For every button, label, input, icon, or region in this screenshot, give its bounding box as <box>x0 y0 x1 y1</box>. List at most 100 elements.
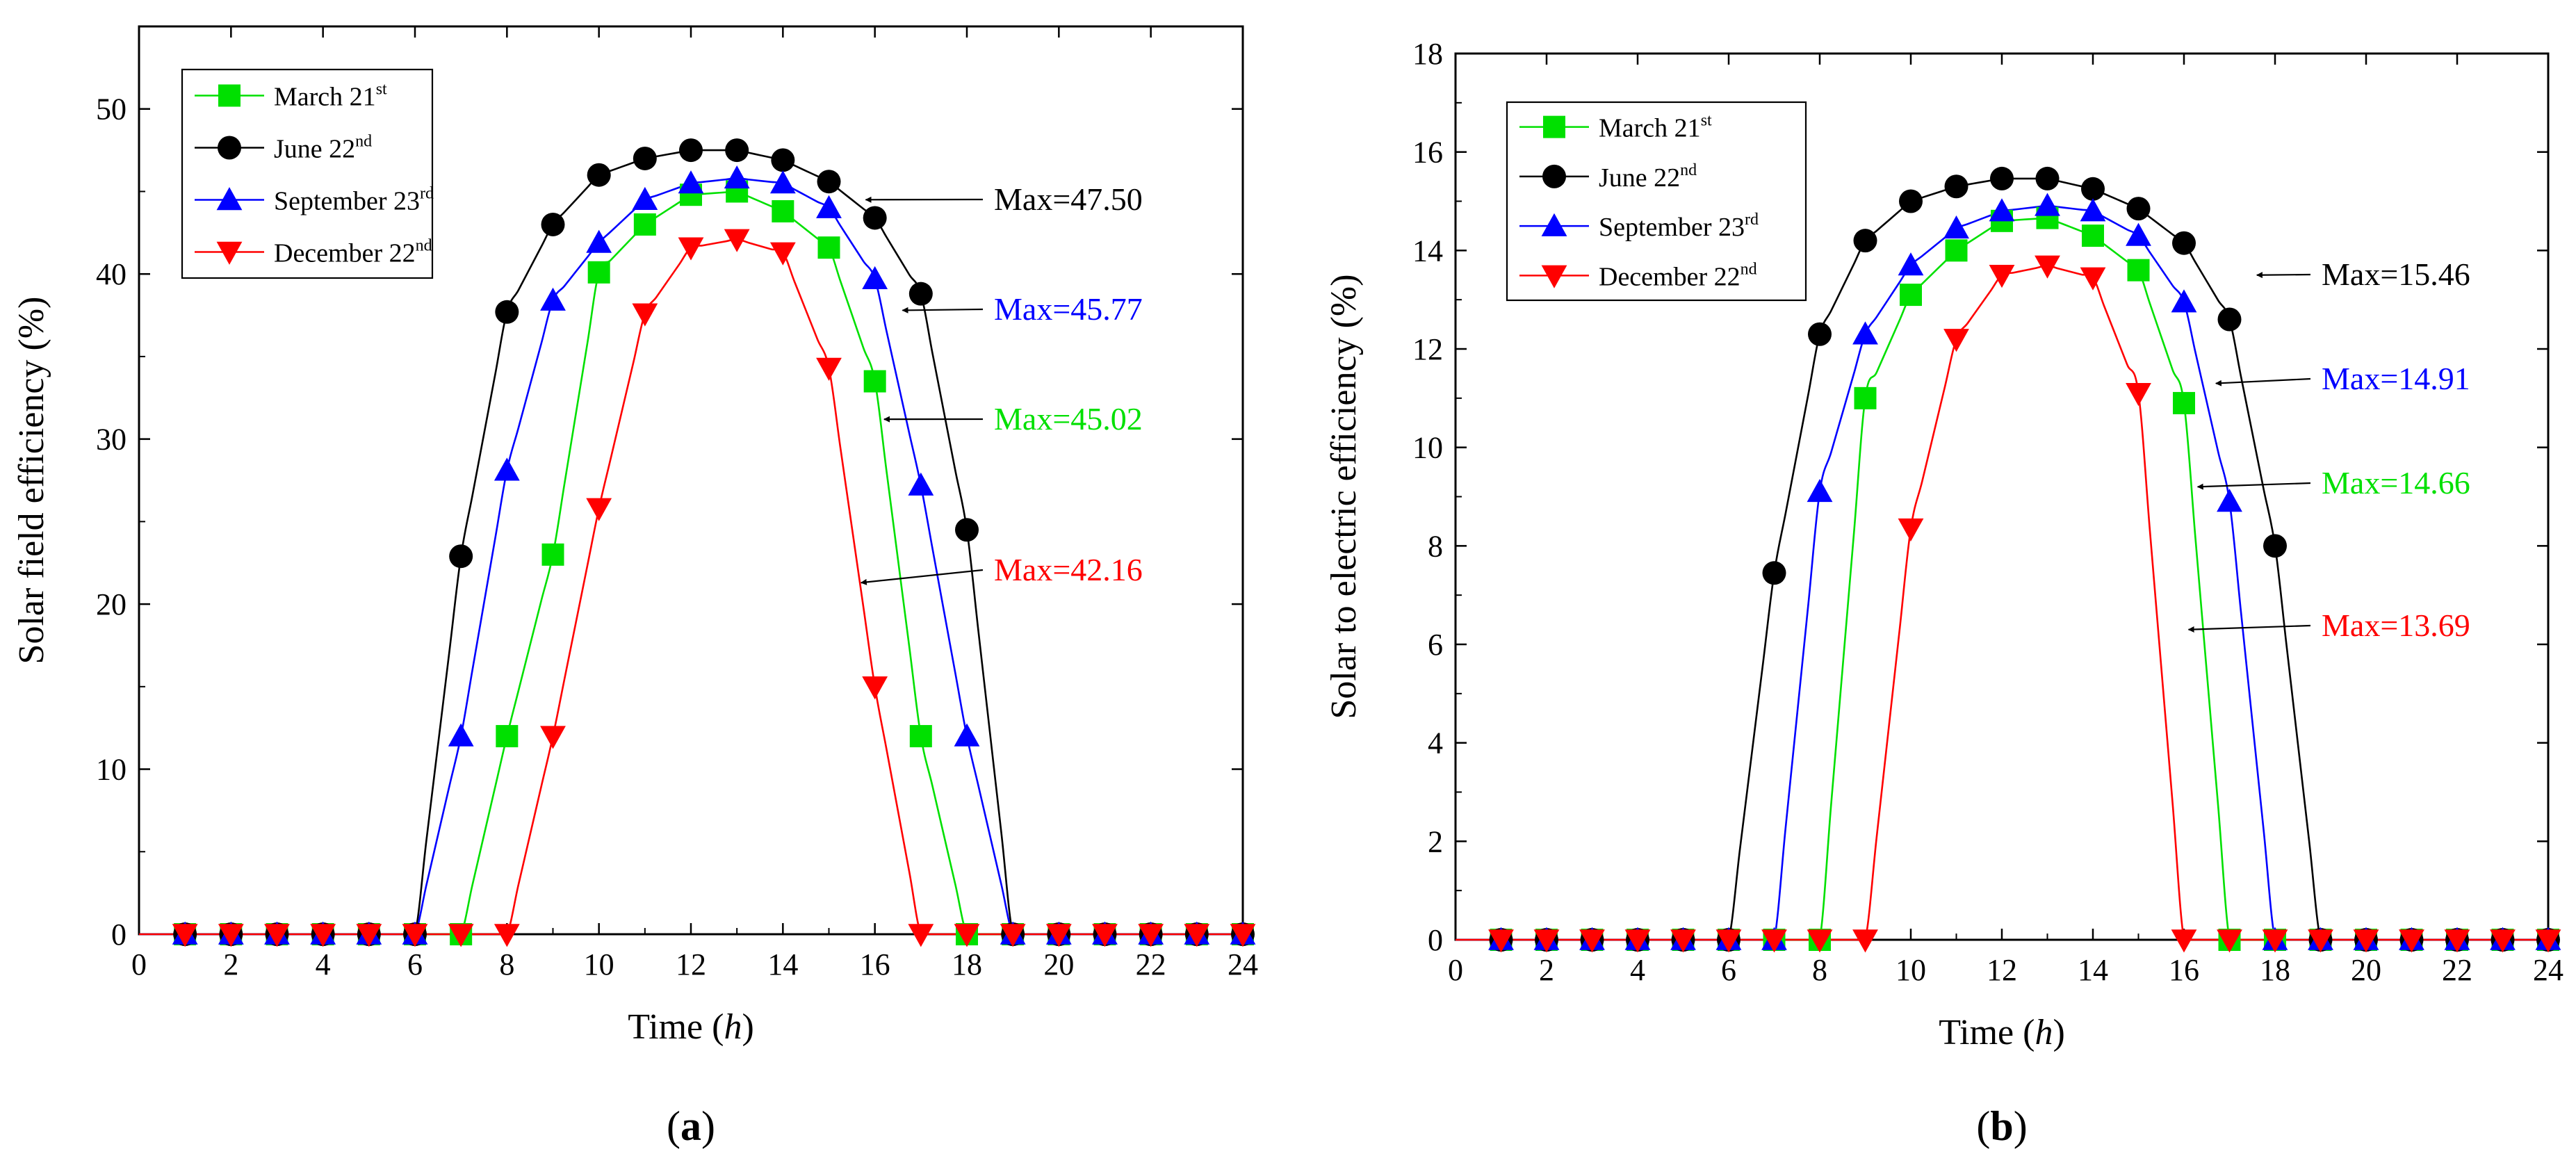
annotation-0: Max=15.46 <box>2322 256 2470 292</box>
annotation-1: Max=14.91 <box>2322 361 2470 396</box>
x-tick-label: 20 <box>1043 947 1074 981</box>
series-3-point <box>2444 929 2470 953</box>
y-tick-label: 8 <box>1428 529 1443 563</box>
y-tick-label: 30 <box>96 423 127 457</box>
y-tick-label: 20 <box>96 587 127 621</box>
series-1-point <box>1990 166 2014 190</box>
series-2-point <box>1852 321 1878 345</box>
series-3-point <box>2308 929 2333 953</box>
annotation-arrow-1 <box>902 307 984 313</box>
series-2-point <box>816 195 842 218</box>
y-tick-label: 10 <box>96 753 127 787</box>
series-line-0 <box>1455 216 2548 941</box>
series-3-point <box>1138 924 1164 947</box>
series-1-point <box>495 300 519 324</box>
legend-label-0: March 21st <box>1599 112 1712 143</box>
series-2-point <box>632 186 658 211</box>
series-1-point <box>2263 534 2287 558</box>
series-0-point <box>909 725 932 748</box>
x-tick-label: 0 <box>131 947 147 981</box>
series-3-point <box>724 229 750 252</box>
series-1-point <box>2035 166 2060 190</box>
series-1-point <box>863 206 887 230</box>
series-2-point <box>2217 489 2242 512</box>
x-tick-label: 18 <box>952 947 982 981</box>
x-tick-label: 22 <box>1136 947 1166 981</box>
annotation-3: Max=13.69 <box>2322 608 2470 643</box>
series-1-point <box>449 544 473 569</box>
series-3-point <box>2217 929 2242 953</box>
series-1-point <box>725 138 749 163</box>
legend-label-sup-0: st <box>376 81 387 99</box>
series-3-point <box>908 924 934 947</box>
series-3-point <box>1000 924 1026 947</box>
y-tick-label: 2 <box>1428 824 1443 858</box>
series-3-point <box>1715 929 1742 953</box>
x-tick-label: 24 <box>2533 953 2563 987</box>
legend-label-3: December 22nd <box>274 237 432 268</box>
x-tick-label: 2 <box>1539 953 1554 987</box>
legend-marker-2 <box>216 187 243 211</box>
legend-marker-1 <box>1542 164 1566 188</box>
series-3-point <box>402 924 428 947</box>
x-axis-label: Time (h) <box>628 1007 754 1047</box>
series-3-point <box>678 237 704 261</box>
y-tick-label: 4 <box>1428 726 1443 760</box>
series-3-point <box>1761 929 1787 953</box>
series-2-point <box>724 165 750 189</box>
x-tick-label: 6 <box>407 947 423 981</box>
series-2-point <box>1898 252 1924 276</box>
x-tick-label: 6 <box>1721 953 1736 987</box>
series-2-point <box>1989 198 2015 222</box>
series-3-point <box>1092 924 1118 947</box>
annotation-1: Max=45.77 <box>994 291 1143 327</box>
panel-label: (b) <box>1976 1103 2027 1149</box>
panel-label-letter: a <box>680 1103 701 1149</box>
series-3-point <box>1898 518 1924 541</box>
legend-marker-1 <box>218 136 241 160</box>
series-3-point <box>494 924 520 947</box>
series-0-point <box>1945 239 1968 262</box>
y-axis-label: Solar to electric efficiency (%) <box>1324 274 1364 719</box>
series-2-point <box>769 170 796 194</box>
x-tick-label: 4 <box>1630 953 1645 987</box>
legend-label-sup-0: st <box>1701 112 1712 130</box>
legend-marker-3 <box>216 241 243 265</box>
series-1-point <box>955 518 979 542</box>
series-3-point <box>1230 924 1256 947</box>
legend-label-3: December 22nd <box>1599 260 1757 291</box>
y-tick-label: 50 <box>96 92 127 127</box>
x-axis-label: Time (h) <box>1939 1013 2065 1052</box>
y-tick-label: 0 <box>111 918 127 952</box>
series-0-point <box>2082 225 2104 247</box>
x-tick-label: 10 <box>1896 953 1926 987</box>
legend-label-2: September 23rd <box>274 185 434 216</box>
series-3-point <box>2353 929 2379 953</box>
series-3-point <box>1989 265 2015 288</box>
x-tick-label: 12 <box>676 947 706 981</box>
series-1-point <box>817 170 841 194</box>
series-2-point <box>2080 198 2106 222</box>
legend-label-sup-3: nd <box>416 237 432 255</box>
series-0-point <box>772 199 794 222</box>
series-3-point <box>1807 929 1833 953</box>
annotation-0: Max=47.50 <box>994 181 1143 217</box>
series-0-point <box>587 261 610 284</box>
x-tick-label: 12 <box>1987 953 2017 987</box>
legend-label-sup-2: rd <box>1745 211 1759 229</box>
panel-label-letter: b <box>1990 1103 2013 1149</box>
series-3-point <box>1943 329 1969 352</box>
series-2-point <box>678 170 704 194</box>
series-3-point <box>2399 929 2424 953</box>
legend-label-2: September 23rd <box>1599 211 1759 242</box>
y-tick-label: 6 <box>1428 628 1443 662</box>
y-axis-label: Solar field efficiency (%) <box>12 297 51 665</box>
series-3-point <box>2171 929 2197 953</box>
series-1-point <box>1762 561 1786 585</box>
series-1-point <box>587 163 611 187</box>
series-3-point <box>954 924 980 947</box>
annotation-2: Max=14.66 <box>2322 465 2470 500</box>
series-line-2 <box>1455 204 2548 941</box>
series-3-point <box>1852 929 1878 953</box>
series-1-point <box>771 148 795 172</box>
